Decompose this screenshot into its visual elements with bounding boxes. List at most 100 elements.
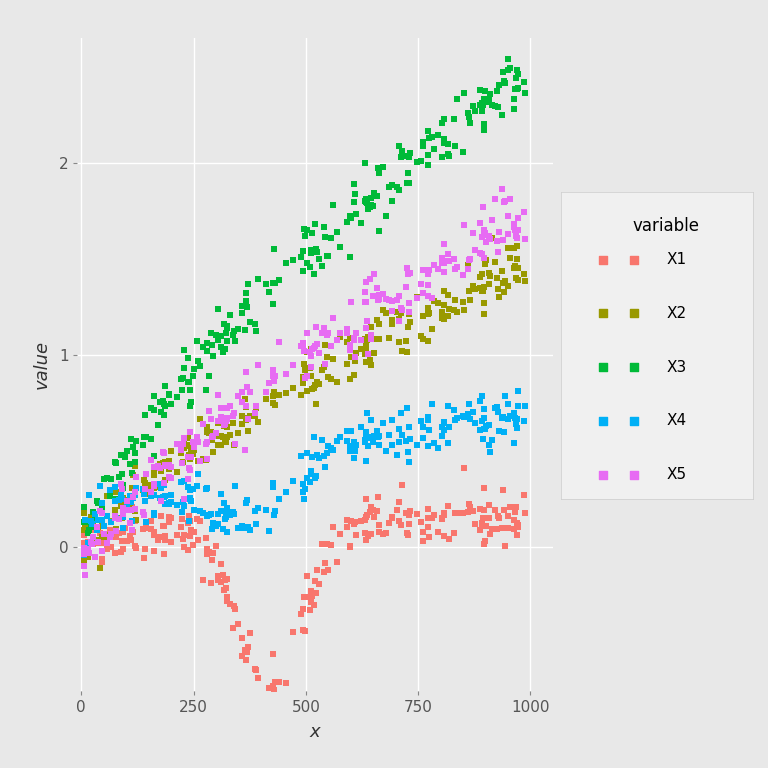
X4 — [78, 549, 90, 561]
X4 — [350, 439, 362, 452]
X2 — [118, 495, 130, 508]
X4 — [219, 513, 231, 525]
X3 — [448, 112, 460, 124]
X3 — [124, 433, 137, 445]
X2 — [386, 318, 399, 330]
X4 — [240, 497, 253, 509]
X4 — [305, 465, 317, 477]
X1 — [317, 566, 329, 578]
X4 — [187, 482, 200, 495]
X2 — [185, 444, 197, 456]
X1 — [367, 504, 379, 516]
X5 — [422, 268, 434, 280]
X4 — [462, 408, 474, 420]
X4 — [450, 412, 462, 425]
X1 — [215, 576, 227, 588]
X4 — [138, 495, 151, 507]
X4 — [467, 406, 479, 419]
X3 — [297, 245, 310, 257]
X1 — [218, 584, 230, 597]
X5 — [417, 287, 429, 300]
X2 — [127, 468, 140, 481]
X2 — [425, 323, 438, 335]
X3 — [185, 396, 197, 409]
X1 — [116, 535, 128, 547]
X1 — [393, 495, 406, 508]
X1 — [386, 511, 399, 524]
X2 — [348, 369, 360, 382]
X5 — [273, 336, 285, 348]
X2 — [104, 515, 117, 527]
X3 — [363, 200, 376, 213]
X4 — [137, 488, 150, 500]
X1 — [299, 625, 311, 637]
X1 — [118, 542, 130, 554]
X5 — [403, 297, 415, 310]
X2 — [243, 410, 256, 422]
X2 — [365, 359, 377, 371]
X1 — [124, 530, 136, 542]
X2 — [119, 505, 131, 517]
X1 — [382, 517, 395, 529]
X3 — [321, 250, 333, 263]
X5 — [498, 197, 510, 209]
X4 — [115, 488, 127, 501]
X1 — [269, 676, 281, 688]
X3 — [359, 196, 372, 208]
X3 — [365, 191, 377, 204]
X3 — [306, 227, 319, 239]
X1 — [113, 526, 125, 538]
X2 — [194, 413, 207, 425]
X1 — [121, 535, 133, 547]
X1 — [127, 526, 140, 538]
X3 — [236, 306, 248, 319]
X3 — [365, 199, 377, 211]
X1 — [280, 677, 293, 689]
X3 — [361, 197, 373, 209]
X3 — [438, 132, 450, 144]
X1 — [341, 514, 353, 526]
X5 — [496, 183, 508, 195]
X4 — [334, 431, 346, 443]
X4 — [321, 447, 333, 459]
X4 — [403, 420, 415, 432]
X3 — [182, 376, 194, 388]
X3 — [207, 349, 219, 362]
X1 — [322, 564, 334, 576]
X4 — [417, 432, 429, 444]
X4 — [359, 428, 372, 440]
X2 — [297, 371, 310, 383]
X2 — [157, 458, 170, 471]
X3 — [191, 355, 204, 367]
X4 — [377, 417, 389, 429]
X5 — [159, 460, 171, 472]
X2 — [327, 353, 339, 366]
X3 — [95, 503, 108, 515]
X4 — [511, 412, 523, 425]
X3 — [469, 104, 482, 117]
X4 — [287, 475, 300, 487]
X5 — [178, 432, 190, 444]
X1 — [359, 534, 372, 546]
X3 — [269, 276, 281, 289]
X2 — [322, 371, 334, 383]
X3 — [164, 397, 177, 409]
X3 — [492, 101, 505, 114]
X5 — [359, 322, 372, 334]
X2 — [442, 310, 454, 322]
X3 — [417, 136, 429, 148]
X4 — [124, 490, 136, 502]
X2 — [91, 534, 103, 546]
X4 — [489, 402, 502, 414]
X2 — [308, 382, 320, 394]
X1 — [359, 514, 371, 526]
X1 — [306, 590, 319, 602]
X5 — [330, 333, 343, 346]
X3 — [221, 319, 233, 332]
X4 — [185, 495, 197, 507]
X5 — [129, 503, 141, 515]
X2 — [365, 321, 377, 333]
X3 — [393, 140, 406, 152]
X1 — [422, 503, 434, 515]
X4 — [121, 501, 133, 513]
